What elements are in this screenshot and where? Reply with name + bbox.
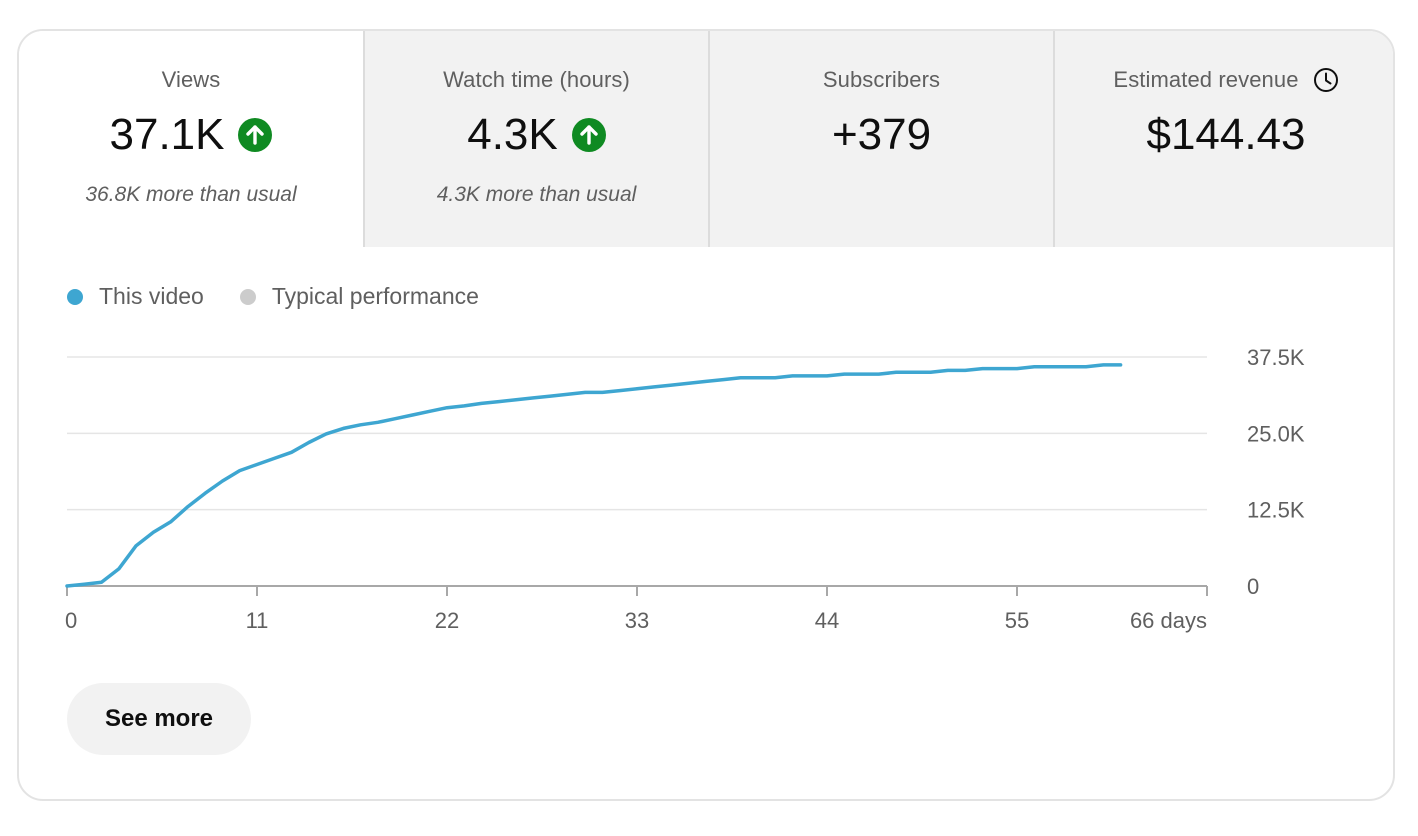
clock-icon: [1313, 67, 1339, 93]
metric-comparison-note: 36.8K more than usual: [85, 183, 297, 206]
tab-label: Subscribers: [822, 67, 941, 92]
tab-estimated-revenue[interactable]: Estimated revenue $144.43: [1053, 31, 1393, 247]
legend-item-typical-performance[interactable]: Typical performance: [239, 283, 479, 310]
legend-dot-icon: [239, 288, 256, 305]
metric-comparison-note: 4.3K more than usual: [436, 183, 637, 206]
tab-label: Watch time (hours): [443, 67, 630, 92]
metric-tabs: Views 37.1K 36.8K more than usual Watch …: [19, 31, 1393, 247]
legend-dot-icon: [67, 288, 83, 305]
x-tick-label: 55: [1005, 608, 1029, 633]
arrow-up-circle-icon: [238, 118, 273, 152]
y-tick-label: 37.5K: [1247, 345, 1305, 370]
tab-subscribers[interactable]: Subscribers +379: [708, 31, 1053, 247]
x-tick-label: 33: [625, 608, 649, 633]
x-tick-label: 22: [435, 608, 459, 633]
chart-legend: This video Typical performance: [67, 283, 479, 310]
metric-value: +379: [831, 110, 932, 159]
see-more-button[interactable]: See more: [67, 683, 251, 755]
legend-label: Typical performance: [271, 283, 479, 309]
x-tick-label: 44: [815, 608, 839, 633]
x-tick-label: 11: [246, 608, 269, 633]
tab-label: Estimated revenue: [1113, 67, 1299, 92]
x-tick-label: 0: [65, 608, 77, 633]
legend-item-this-video[interactable]: This video: [67, 283, 204, 310]
metric-value: $144.43: [1146, 110, 1306, 159]
views-line-chart: 0 12.5K 25.0K 37.5K 0 11 22 33 44 55 66 days: [65, 345, 1305, 633]
video-analytics-card: Views 37.1K 36.8K more than usual Watch …: [17, 29, 1395, 801]
series-line-this-video: [65, 363, 1123, 588]
y-tick-label: 0: [1247, 574, 1259, 599]
y-tick-label: 12.5K: [1247, 498, 1305, 523]
tab-watch-time[interactable]: Watch time (hours) 4.3K 4.3K more than u…: [363, 31, 708, 247]
legend-label: This video: [99, 283, 204, 309]
tab-views[interactable]: Views 37.1K 36.8K more than usual: [19, 31, 363, 247]
arrow-up-circle-icon: [571, 118, 606, 152]
tab-label: Views: [161, 67, 221, 92]
metric-value: 37.1K: [109, 110, 225, 159]
y-tick-label: 25.0K: [1247, 421, 1305, 446]
x-tick-label: 66 days: [1130, 608, 1207, 633]
metric-value: 4.3K: [467, 110, 558, 159]
